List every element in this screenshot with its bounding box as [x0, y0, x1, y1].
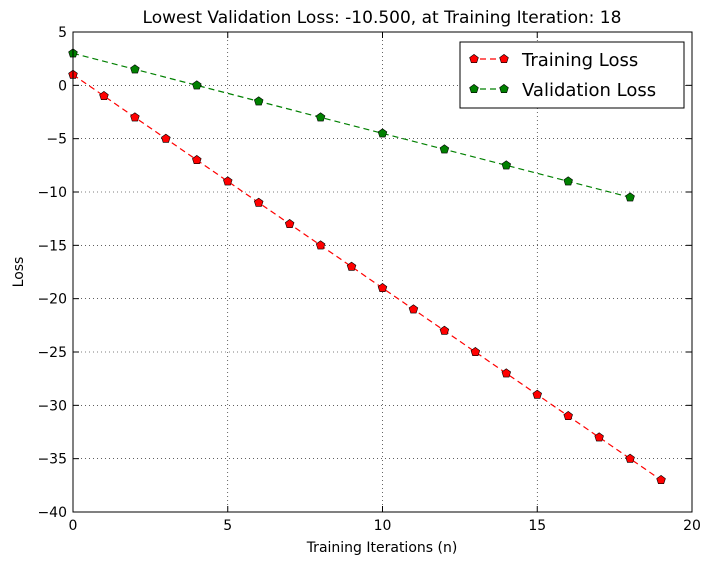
training-loss-point	[408, 304, 419, 314]
x-tick-label: 5	[223, 518, 232, 534]
training-loss-point	[284, 219, 295, 229]
training-loss-point	[439, 325, 450, 335]
training-loss-point	[594, 432, 604, 442]
chart-title: Lowest Validation Loss: -10.500, at Trai…	[143, 8, 622, 28]
training-loss-point	[130, 112, 140, 122]
series-layer	[68, 48, 666, 485]
validation-loss-point	[439, 144, 450, 154]
training-loss-point	[99, 91, 109, 101]
training-loss-point	[223, 176, 233, 186]
validation-loss-point	[130, 64, 140, 74]
y-tick-label: 5	[58, 25, 67, 41]
validation-loss-point	[625, 192, 635, 202]
training-loss-point	[625, 453, 635, 463]
y-tick-label: −10	[37, 185, 67, 201]
legend-marker-training-loss	[499, 54, 509, 64]
validation-loss-point	[315, 112, 326, 122]
validation-loss-line	[72, 52, 631, 198]
legend-marker-validation-loss	[499, 84, 509, 94]
legend-label-validation-loss: Validation Loss	[522, 80, 656, 101]
y-tick-label: −15	[37, 238, 67, 254]
training-loss-point	[470, 347, 481, 357]
y-tick-label: −35	[37, 452, 67, 468]
y-tick-label: −25	[37, 345, 67, 361]
validation-loss-point	[253, 96, 264, 106]
y-tick-label: −20	[37, 292, 67, 308]
validation-loss-series	[68, 48, 635, 202]
x-tick-label: 20	[683, 518, 701, 534]
x-tick-label: 15	[528, 518, 546, 534]
training-loss-point	[253, 197, 264, 207]
validation-loss-point	[192, 80, 202, 90]
training-loss-point	[532, 389, 542, 399]
validation-loss-point	[377, 128, 388, 138]
y-tick-label: −5	[46, 132, 67, 148]
validation-loss-point	[563, 176, 573, 186]
training-loss-point	[501, 368, 512, 378]
y-axis-label: Loss	[11, 257, 27, 288]
y-tick-label: 0	[58, 78, 67, 94]
x-tick-label: 0	[69, 518, 78, 534]
training-loss-point	[656, 475, 666, 485]
training-loss-series	[68, 69, 666, 485]
training-loss-point	[161, 133, 171, 143]
x-axis-label: Training Iterations (n)	[306, 540, 458, 556]
training-loss-point	[346, 261, 357, 271]
legend-marker-training-loss	[469, 54, 479, 64]
y-tick-label: −40	[37, 505, 67, 521]
legend-marker-validation-loss	[469, 84, 479, 94]
training-loss-point	[563, 411, 573, 421]
training-loss-point	[377, 283, 388, 293]
legend-box	[459, 41, 685, 109]
x-tick-label: 10	[374, 518, 392, 534]
y-tick-label: −30	[37, 398, 67, 414]
training-loss-point	[315, 240, 326, 250]
legend: Training Loss Validation Loss	[459, 41, 685, 109]
validation-loss-point	[501, 160, 512, 170]
training-loss-line	[72, 74, 662, 481]
training-loss-point	[192, 155, 202, 165]
ticks: 0 5 10 15 20 5 0 −5 −10 −15 −20 −25 −30 −35 −40	[37, 25, 700, 534]
legend-label-training-loss: Training Loss	[521, 50, 638, 71]
